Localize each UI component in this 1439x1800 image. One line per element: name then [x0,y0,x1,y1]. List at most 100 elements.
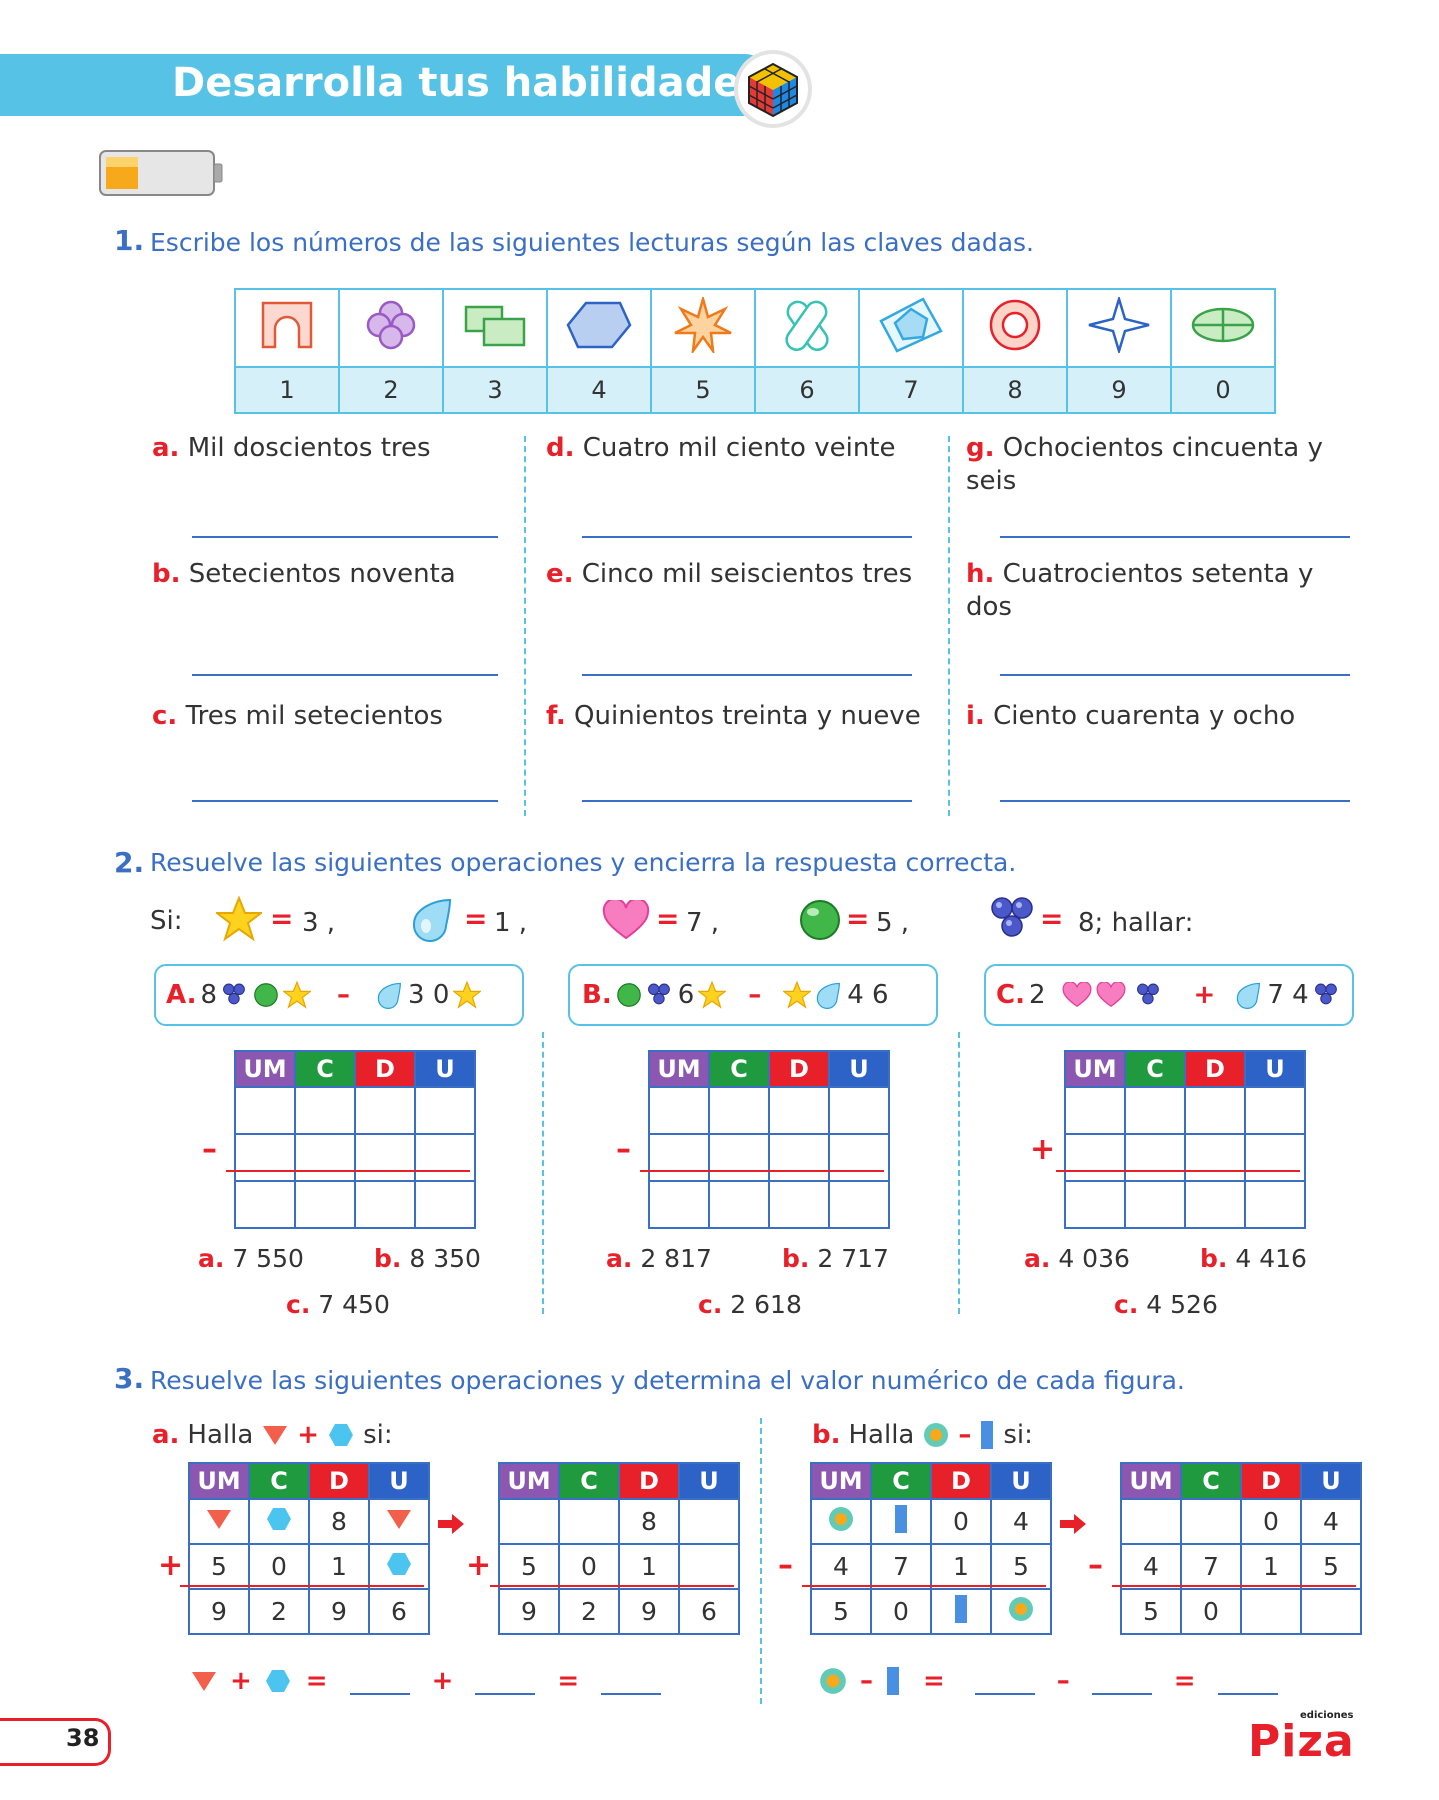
answer-option[interactable]: c. 2 618 [698,1290,802,1319]
grid-cell[interactable] [234,1133,296,1182]
equals-sign: = [464,902,488,935]
blank-answer[interactable] [475,1667,536,1695]
grid-cell: 4 [1120,1543,1182,1590]
grid-cell[interactable] [648,1180,710,1229]
grid-cell[interactable] [414,1180,476,1229]
grid-cell: 9 [308,1588,370,1635]
grid-cell[interactable] [1124,1086,1186,1135]
grid-cell[interactable] [828,1086,890,1135]
key-value: 4 [546,366,652,414]
grid-cell[interactable] [414,1086,476,1135]
key-value: 5 [650,366,756,414]
grid-cell[interactable] [1244,1086,1306,1135]
grid-cell[interactable] [1184,1086,1246,1135]
grid-cell[interactable] [234,1180,296,1229]
answer-line[interactable] [1000,674,1350,676]
grid-cell[interactable] [414,1133,476,1182]
grid-cell[interactable] [708,1133,770,1182]
q3b-left-grid: UM C D U 0 4 4 7 1 5 5 0 [810,1462,1052,1635]
blue-hexagon-icon [267,1507,291,1530]
grid-cell[interactable] [1240,1588,1302,1635]
blank-answer[interactable] [601,1667,662,1695]
grid-cell[interactable] [1180,1498,1242,1545]
grid-cell[interactable] [768,1180,830,1229]
grid-cell[interactable] [1064,1133,1126,1182]
grid-cell[interactable] [1244,1133,1306,1182]
grid-cell[interactable] [1300,1588,1362,1635]
answer-line[interactable] [1000,536,1350,538]
grid-cell[interactable] [1184,1133,1246,1182]
grid-cell[interactable] [648,1133,710,1182]
q3a-left-grid: UM C D U 8 5 0 1 9 2 9 6 [188,1462,430,1635]
answer-option[interactable]: a. 2 817 [606,1244,712,1273]
grid-header: C [1124,1050,1186,1088]
grid-cell[interactable] [648,1086,710,1135]
grid-cell[interactable] [678,1543,740,1590]
blue-drop-icon [377,982,401,1009]
key-value: 0 [1170,366,1276,414]
key-value: 6 [754,366,860,414]
operation-sign: + [466,1548,492,1583]
grid-cell[interactable] [708,1086,770,1135]
answer-option[interactable]: c. 7 450 [286,1290,390,1319]
answer-option[interactable]: c. 4 526 [1114,1290,1218,1319]
answer-option[interactable]: b. 4 416 [1200,1244,1307,1273]
blank-answer[interactable] [1091,1667,1152,1695]
crossed-ribbon-icon [754,288,860,368]
grid-cell[interactable] [828,1133,890,1182]
answer-option[interactable]: b. 2 717 [782,1244,889,1273]
grid-cell[interactable] [294,1180,356,1229]
grid-cell[interactable] [678,1498,740,1545]
blank-answer[interactable] [349,1667,410,1695]
grid-cell: 9 [188,1588,250,1635]
grid-cell[interactable] [828,1180,890,1229]
grid-cell[interactable] [294,1133,356,1182]
answer-option[interactable]: a. 4 036 [1024,1244,1130,1273]
blue-bar-icon [895,1504,907,1533]
yellow-star-icon [783,981,812,1009]
blank-answer[interactable] [974,1667,1035,1695]
answer-line[interactable] [192,800,498,802]
place-value-grid-B: UM C D U [648,1050,890,1229]
blank-answer[interactable] [1217,1667,1278,1695]
grid-cell[interactable] [294,1086,356,1135]
grid-cell: 6 [368,1588,430,1635]
grid-cell[interactable] [1184,1180,1246,1229]
place-value-grid-A: UM C D U [234,1050,476,1229]
grid-cell[interactable] [1124,1133,1186,1182]
grid-cell[interactable] [1244,1180,1306,1229]
answer-line[interactable] [1000,800,1350,802]
grid-cell[interactable] [708,1180,770,1229]
grid-cell: 1 [308,1543,370,1590]
answer-line[interactable] [192,536,498,538]
answer-line[interactable] [582,536,912,538]
answer-line[interactable] [582,674,912,676]
q1-instruction: Escribe los números de las siguientes le… [150,228,1035,257]
grid-cell[interactable] [768,1133,830,1182]
answer-option[interactable]: a. 7 550 [198,1244,304,1273]
battery-level-icon [98,148,226,196]
grid-cell[interactable] [558,1498,620,1545]
answer-line[interactable] [192,674,498,676]
answer-option[interactable]: b. 8 350 [374,1244,481,1273]
grid-cell[interactable] [354,1086,416,1135]
grid-cell[interactable] [354,1133,416,1182]
operation-box-A: A. 8 – 3 0 [154,964,524,1026]
grid-cell[interactable] [1064,1086,1126,1135]
grid-cell [248,1498,310,1545]
grid-cell[interactable] [1124,1180,1186,1229]
minus-sign: – [1056,1666,1070,1696]
answer-line[interactable] [582,800,912,802]
grid-cell[interactable] [1064,1180,1126,1229]
grid-cell: 0 [870,1588,932,1635]
grid-cell[interactable] [234,1086,296,1135]
grid-cell: 5 [810,1588,872,1635]
q3-number: 3. [114,1362,145,1395]
grid-cell[interactable] [498,1498,560,1545]
operation-digit: 8 [200,980,218,1010]
grid-cell[interactable] [768,1086,830,1135]
grid-cell[interactable] [354,1180,416,1229]
grid-header: C [708,1050,770,1088]
equals-sign: = [923,1666,945,1696]
grid-cell[interactable] [1120,1498,1182,1545]
